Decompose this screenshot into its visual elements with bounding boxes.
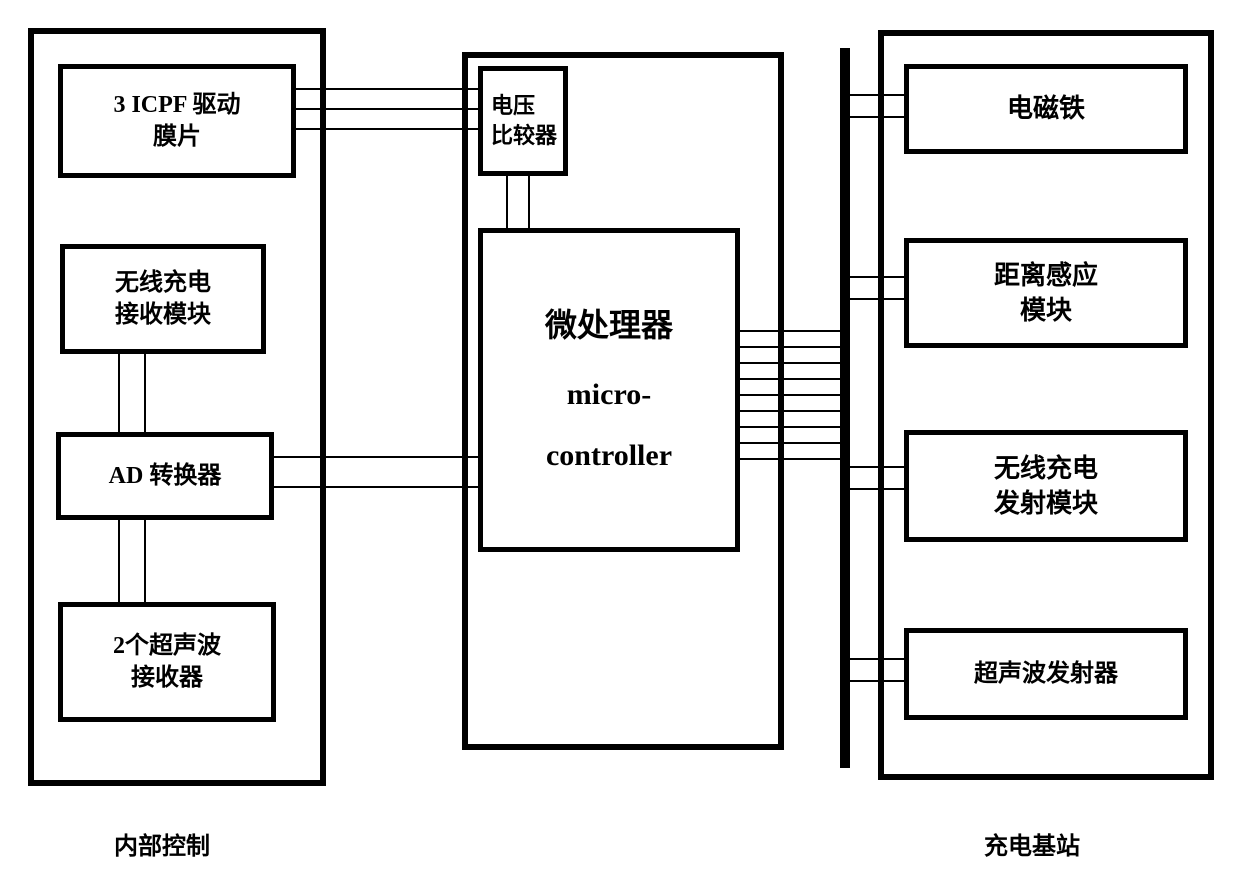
block-mcu-line2: micro- xyxy=(567,375,651,416)
caption-right: 充电基站 xyxy=(984,826,1080,861)
wire-bus-ustx-1 xyxy=(850,658,904,660)
wire-adc-mcu-1 xyxy=(274,456,478,458)
wire-bus-wltx-2 xyxy=(850,488,904,490)
wire-mcu-bus-2 xyxy=(740,346,840,348)
block-vcomp: 电压 比较器 xyxy=(478,66,568,176)
wire-bus-ustx-2 xyxy=(850,680,904,682)
wire-vcomp-mcu-2 xyxy=(528,176,530,228)
block-emag: 电磁铁 xyxy=(904,64,1188,154)
block-ustx: 超声波发射器 xyxy=(904,628,1188,720)
wire-icpf-vcomp-3 xyxy=(296,128,478,130)
block-dist-line2: 模块 xyxy=(1020,293,1072,328)
block-usrx-line2: 接收器 xyxy=(131,662,203,694)
block-wlrx-line2: 接收模块 xyxy=(115,299,211,331)
wire-wlrx-adc-2 xyxy=(144,354,146,432)
wire-adc-usrx-2 xyxy=(144,520,146,602)
block-dist-line1: 距离感应 xyxy=(994,258,1098,293)
block-ustx-line1: 超声波发射器 xyxy=(974,658,1118,690)
wire-adc-usrx-1 xyxy=(118,520,120,602)
wire-mcu-bus-3 xyxy=(740,362,840,364)
wire-mcu-bus-7 xyxy=(740,426,840,428)
caption-left: 内部控制 xyxy=(114,826,210,861)
block-mcu: 微处理器 micro- controller xyxy=(478,228,740,552)
wire-mcu-bus-8 xyxy=(740,442,840,444)
wire-mcu-bus-4 xyxy=(740,378,840,380)
block-vcomp-line2: 比较器 xyxy=(491,121,557,151)
block-usrx: 2个超声波 接收器 xyxy=(58,602,276,722)
block-wlrx-line1: 无线充电 xyxy=(115,267,211,299)
wire-bus-dist-2 xyxy=(850,298,904,300)
wire-bus-dist-1 xyxy=(850,276,904,278)
block-adc-line1: AD 转换器 xyxy=(109,460,222,492)
bus-vline xyxy=(840,48,850,768)
block-mcu-line1: 微处理器 xyxy=(545,304,673,347)
block-icpf: 3 ICPF 驱动 膜片 xyxy=(58,64,296,178)
block-adc: AD 转换器 xyxy=(56,432,274,520)
wire-bus-wltx-1 xyxy=(850,466,904,468)
block-usrx-line1: 2个超声波 xyxy=(113,630,221,662)
wire-mcu-bus-5 xyxy=(740,394,840,396)
diagram-canvas: 3 ICPF 驱动 膜片 无线充电 接收模块 AD 转换器 2个超声波 接收器 … xyxy=(0,0,1240,888)
wire-mcu-bus-9 xyxy=(740,458,840,460)
wire-icpf-vcomp-1 xyxy=(296,88,478,90)
block-dist: 距离感应 模块 xyxy=(904,238,1188,348)
block-wltx-line1: 无线充电 xyxy=(994,451,1098,486)
block-icpf-line1: 3 ICPF 驱动 xyxy=(113,89,240,121)
block-wlrx: 无线充电 接收模块 xyxy=(60,244,266,354)
wire-bus-emag-1 xyxy=(850,94,904,96)
wire-mcu-bus-6 xyxy=(740,410,840,412)
wire-adc-mcu-2 xyxy=(274,486,478,488)
wire-wlrx-adc-1 xyxy=(118,354,120,432)
wire-bus-emag-2 xyxy=(850,116,904,118)
wire-mcu-bus-1 xyxy=(740,330,840,332)
block-mcu-line3: controller xyxy=(546,436,672,477)
block-emag-line1: 电磁铁 xyxy=(1007,91,1085,126)
block-vcomp-line1: 电压 xyxy=(491,91,535,121)
block-wltx: 无线充电 发射模块 xyxy=(904,430,1188,542)
block-wltx-line2: 发射模块 xyxy=(994,486,1098,521)
block-icpf-line2: 膜片 xyxy=(153,121,201,153)
wire-vcomp-mcu-1 xyxy=(506,176,508,228)
wire-icpf-vcomp-2 xyxy=(296,108,478,110)
